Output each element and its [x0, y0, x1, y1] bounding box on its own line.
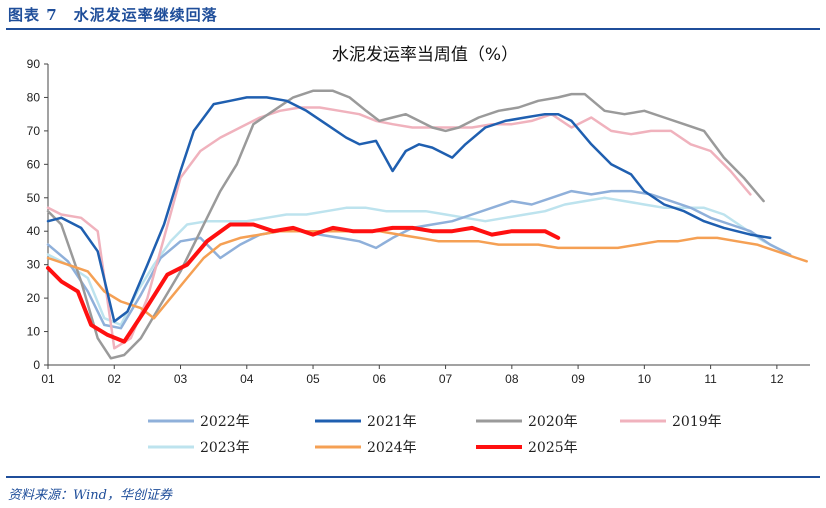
y-tick-label: 40	[27, 224, 41, 238]
series-line-2024	[46, 229, 808, 320]
x-tick-label: 07	[439, 372, 453, 386]
x-tick-label: 09	[571, 372, 585, 386]
y-tick-label: 60	[27, 157, 41, 171]
y-tick-label: 30	[27, 258, 41, 272]
legend-label-2021: 2021年	[367, 414, 417, 430]
series-line-2020	[46, 89, 765, 360]
y-tick-label: 0	[33, 358, 40, 372]
legend-label-2022: 2022年	[200, 414, 250, 430]
chart-series	[46, 89, 808, 360]
series-line-2019	[46, 106, 752, 350]
legend-label-2024: 2024年	[367, 440, 417, 456]
series-line-2021	[46, 96, 772, 323]
figure-label: 图表 7 水泥发运率继续回落	[8, 6, 218, 24]
legend-label-2020: 2020年	[528, 414, 578, 430]
source-note: 资料来源：Wind，华创证券	[8, 488, 172, 503]
chart-title: 水泥发运率当周值（%）	[332, 45, 518, 65]
chart-legend: 2022年 2021年 2020年 2019年 2023年 2024年 2025年	[148, 414, 722, 456]
x-tick-label: 10	[638, 372, 652, 386]
x-tick-label: 02	[108, 372, 122, 386]
chart-axes: 0 10 20 30 40 50 60 70 80 90 01 02 03 04 05 06 07 08 09 10 1…	[27, 57, 810, 386]
x-tick-label: 04	[240, 372, 254, 386]
legend-label-2025: 2025年	[528, 440, 578, 456]
y-tick-label: 80	[27, 90, 41, 104]
x-tick-label: 06	[373, 372, 387, 386]
top-divider	[6, 28, 820, 30]
x-tick-label: 12	[770, 372, 784, 386]
y-tick-label: 50	[27, 191, 41, 205]
x-tick-label: 01	[41, 372, 55, 386]
y-tick-label: 20	[27, 291, 41, 305]
x-tick-label: 08	[505, 372, 519, 386]
x-tick-label: 05	[306, 372, 320, 386]
y-tick-label: 90	[27, 57, 41, 71]
bottom-divider	[6, 476, 820, 478]
legend-label-2023: 2023年	[200, 440, 250, 456]
legend-label-2019: 2019年	[672, 414, 722, 430]
y-tick-label: 70	[27, 124, 41, 138]
series-line-2025	[46, 222, 561, 344]
x-tick-label: 03	[174, 372, 188, 386]
x-tick-label: 11	[704, 372, 717, 386]
y-tick-label: 10	[27, 325, 41, 339]
